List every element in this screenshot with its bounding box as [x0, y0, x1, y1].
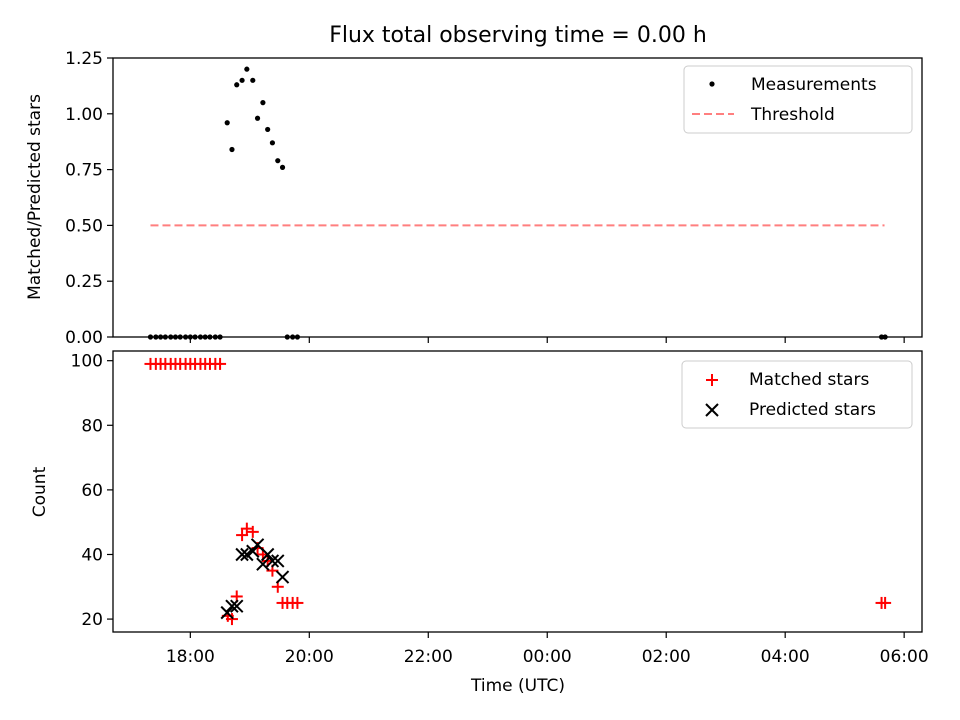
top-y-tick-label: 1.00	[65, 105, 103, 125]
predicted-star-point	[256, 557, 270, 571]
bottom-panel: 20 40 60 80 100 18:00 20:00 22:00 00:00 02:00 04:0…	[30, 350, 929, 696]
x-tick-label: 02:00	[642, 647, 691, 667]
measurement-point	[260, 100, 266, 106]
measurement-point	[250, 77, 256, 83]
x-tick-label: 06:00	[880, 647, 929, 667]
predicted-star-point	[275, 570, 290, 584]
top-y-tick-label: 0.75	[65, 161, 103, 181]
bottom-y-tick-label: 20	[81, 610, 103, 630]
bottom-plot-frame	[112, 350, 923, 633]
predicted-star-point	[260, 547, 275, 562]
matched-star-point	[879, 596, 892, 609]
x-tick-label: 22:00	[404, 647, 453, 667]
top-y-tick-label: 0.50	[65, 216, 103, 236]
x-tick-label: 18:00	[166, 647, 215, 667]
bottom-y-tick-label: 60	[81, 481, 103, 501]
measurement-point	[239, 77, 245, 83]
top-legend-box	[683, 65, 913, 134]
matched-star-point	[214, 357, 227, 370]
x-tick-label: 20:00	[285, 647, 334, 667]
bottom-legend: Matched stars Predicted stars	[681, 360, 913, 429]
predicted-star-point	[220, 605, 234, 620]
legend-label-predicted-stars: Predicted stars	[749, 400, 876, 420]
measurement-point	[269, 140, 276, 146]
measurement-point	[244, 66, 250, 72]
top-legend: Measurements Threshold	[683, 65, 913, 134]
measurement-point	[265, 126, 271, 133]
matched-star-point	[236, 529, 249, 542]
predicted-star-point	[225, 599, 239, 613]
top-y-tick-label: 0.25	[65, 272, 103, 292]
measurement-point	[224, 120, 230, 126]
x-tick-label: 04:00	[761, 647, 810, 667]
measurement-point	[275, 158, 281, 164]
predicted-star-point	[246, 544, 260, 558]
top-panel: 0.00 0.25 0.50 0.75 1.00 1.25 Matched/Predict…	[25, 49, 923, 348]
legend-label-matched-stars: Matched stars	[749, 370, 869, 390]
top-y-tick-label: 0.00	[65, 328, 103, 348]
predicted-star-point	[230, 599, 244, 613]
legend-label-threshold: Threshold	[750, 105, 835, 125]
x-tick-label: 00:00	[523, 647, 572, 667]
predicted-star-point	[271, 554, 285, 568]
measurement-point	[234, 82, 240, 88]
predicted-star-point	[265, 554, 280, 568]
matched-star-point	[291, 596, 304, 609]
legend-marker-matched-stars	[706, 374, 718, 386]
bottom-y-axis-label: Count	[30, 466, 50, 517]
top-plot-frame	[112, 57, 923, 338]
bottom-y-tick-label: 40	[81, 545, 103, 565]
measurement-point	[279, 164, 286, 170]
matched-star-point	[246, 525, 259, 538]
bottom-legend-box	[681, 360, 913, 429]
measurement-point	[229, 146, 235, 153]
measurement-point	[254, 115, 261, 121]
bottom-y-tick-label: 80	[81, 416, 103, 436]
x-axis-label: Time (UTC)	[470, 676, 565, 696]
top-y-tick-label: 1.25	[65, 49, 103, 69]
chart-title: Flux total observing time = 0.00 h	[329, 23, 707, 48]
matched-star-point	[225, 613, 238, 626]
legend-marker-measurements	[709, 81, 715, 87]
predicted-star-point	[235, 547, 249, 562]
legend-label-measurements: Measurements	[751, 75, 877, 95]
bottom-y-tick-label: 100	[71, 352, 103, 372]
legend-marker-predicted-stars	[705, 403, 719, 417]
top-y-axis-label: Matched/Predicted stars	[25, 94, 45, 300]
